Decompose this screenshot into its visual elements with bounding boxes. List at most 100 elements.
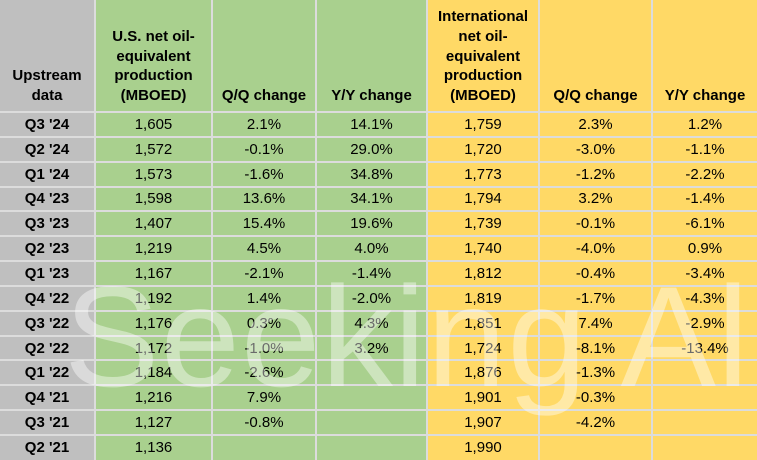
us-production-cell: 1,407 (94, 210, 213, 238)
us-production-cell: 1,136 (94, 433, 213, 460)
header-row: Upstream data U.S. net oil- equivalent p… (0, 0, 757, 113)
us-yy-change-cell: 14.1% (315, 111, 428, 138)
us-yy-change-cell: 3.2% (315, 334, 428, 362)
header-us-production: U.S. net oil- equivalent production (MBO… (94, 0, 213, 113)
intl-qq-change-cell: -3.0% (538, 135, 653, 163)
us-yy-change-cell: 29.0% (315, 135, 428, 163)
header-intl-yy-change: Y/Y change (651, 0, 757, 113)
intl-production-cell: 1,720 (426, 135, 540, 163)
intl-qq-change-cell: 3.2% (538, 185, 653, 213)
us-yy-change-cell: -2.0% (315, 284, 428, 312)
intl-qq-change-cell: -1.2% (538, 160, 653, 188)
us-production-cell: 1,216 (94, 384, 213, 412)
intl-production-cell: 1,990 (426, 433, 540, 460)
us-production-cell: 1,167 (94, 260, 213, 287)
quarter-cell: Q4 '23 (0, 185, 96, 213)
us-qq-change-cell: 4.5% (211, 235, 317, 263)
intl-production-cell: 1,724 (426, 334, 540, 362)
intl-yy-change-cell (651, 433, 757, 460)
quarter-cell: Q4 '22 (0, 284, 96, 312)
intl-qq-change-cell: -0.1% (538, 210, 653, 238)
quarter-cell: Q2 '22 (0, 334, 96, 362)
intl-qq-change-cell: -8.1% (538, 334, 653, 362)
us-production-cell: 1,598 (94, 185, 213, 213)
quarter-cell: Q4 '21 (0, 384, 96, 412)
us-production-cell: 1,127 (94, 409, 213, 436)
table-row: Q3 '22 1,176 0.3% 4.3% 1,851 7.4% -2.9% (0, 309, 757, 337)
header-us-qq-change: Q/Q change (211, 0, 317, 113)
intl-yy-change-cell: 0.9% (651, 235, 757, 263)
quarter-cell: Q2 '21 (0, 433, 96, 460)
intl-production-cell: 1,740 (426, 235, 540, 263)
us-qq-change-cell: -2.1% (211, 260, 317, 287)
intl-yy-change-cell: -6.1% (651, 210, 757, 238)
table-row: Q1 '22 1,184 -2.6% 1,876 -1.3% (0, 359, 757, 387)
us-production-cell: 1,605 (94, 111, 213, 138)
us-qq-change-cell (211, 433, 317, 460)
intl-production-cell: 1,876 (426, 359, 540, 387)
us-yy-change-cell (315, 433, 428, 460)
intl-yy-change-cell: -2.9% (651, 309, 757, 337)
intl-qq-change-cell: -1.7% (538, 284, 653, 312)
us-qq-change-cell: 7.9% (211, 384, 317, 412)
us-qq-change-cell: -0.1% (211, 135, 317, 163)
intl-production-cell: 1,901 (426, 384, 540, 412)
us-yy-change-cell (315, 409, 428, 436)
table-row: Q1 '24 1,573 -1.6% 34.8% 1,773 -1.2% -2.2% (0, 160, 757, 188)
header-us-yy-change: Y/Y change (315, 0, 428, 113)
intl-production-cell: 1,794 (426, 185, 540, 213)
intl-yy-change-cell (651, 409, 757, 436)
intl-yy-change-cell: -1.4% (651, 185, 757, 213)
intl-qq-change-cell: -4.2% (538, 409, 653, 436)
quarter-cell: Q3 '21 (0, 409, 96, 436)
us-qq-change-cell: -1.6% (211, 160, 317, 188)
intl-qq-change-cell: -1.3% (538, 359, 653, 387)
us-yy-change-cell: 4.3% (315, 309, 428, 337)
intl-yy-change-cell: -1.1% (651, 135, 757, 163)
intl-production-cell: 1,773 (426, 160, 540, 188)
intl-production-cell: 1,812 (426, 260, 540, 287)
us-yy-change-cell: 19.6% (315, 210, 428, 238)
us-production-cell: 1,573 (94, 160, 213, 188)
table-row: Q1 '23 1,167 -2.1% -1.4% 1,812 -0.4% -3.4% (0, 260, 757, 287)
intl-yy-change-cell: -4.3% (651, 284, 757, 312)
table-row: Q4 '22 1,192 1.4% -2.0% 1,819 -1.7% -4.3% (0, 284, 757, 312)
us-production-cell: 1,572 (94, 135, 213, 163)
us-yy-change-cell: 34.8% (315, 160, 428, 188)
us-qq-change-cell: 2.1% (211, 111, 317, 138)
us-qq-change-cell: -0.8% (211, 409, 317, 436)
intl-production-cell: 1,739 (426, 210, 540, 238)
intl-yy-change-cell (651, 359, 757, 387)
header-intl-production: International net oil- equivalent produc… (426, 0, 540, 113)
table-row: Q4 '21 1,216 7.9% 1,901 -0.3% (0, 384, 757, 412)
header-upstream-data: Upstream data (0, 0, 96, 113)
quarter-cell: Q1 '24 (0, 160, 96, 188)
us-yy-change-cell: 4.0% (315, 235, 428, 263)
quarter-cell: Q1 '22 (0, 359, 96, 387)
intl-yy-change-cell (651, 384, 757, 412)
intl-production-cell: 1,907 (426, 409, 540, 436)
table-row: Q2 '21 1,136 1,990 (0, 433, 757, 460)
intl-production-cell: 1,819 (426, 284, 540, 312)
table-row: Q3 '24 1,605 2.1% 14.1% 1,759 2.3% 1.2% (0, 111, 757, 138)
intl-production-cell: 1,759 (426, 111, 540, 138)
table-row: Q4 '23 1,598 13.6% 34.1% 1,794 3.2% -1.4% (0, 185, 757, 213)
us-production-cell: 1,172 (94, 334, 213, 362)
quarter-cell: Q1 '23 (0, 260, 96, 287)
quarter-cell: Q3 '22 (0, 309, 96, 337)
us-qq-change-cell: -2.6% (211, 359, 317, 387)
us-yy-change-cell (315, 359, 428, 387)
table-row: Q3 '23 1,407 15.4% 19.6% 1,739 -0.1% -6.1% (0, 210, 757, 238)
us-yy-change-cell: -1.4% (315, 260, 428, 287)
quarter-cell: Q3 '23 (0, 210, 96, 238)
us-qq-change-cell: 15.4% (211, 210, 317, 238)
us-production-cell: 1,192 (94, 284, 213, 312)
table-row: Q3 '21 1,127 -0.8% 1,907 -4.2% (0, 409, 757, 436)
us-qq-change-cell: 0.3% (211, 309, 317, 337)
intl-yy-change-cell: -13.4% (651, 334, 757, 362)
us-yy-change-cell: 34.1% (315, 185, 428, 213)
intl-qq-change-cell: 2.3% (538, 111, 653, 138)
us-production-cell: 1,184 (94, 359, 213, 387)
